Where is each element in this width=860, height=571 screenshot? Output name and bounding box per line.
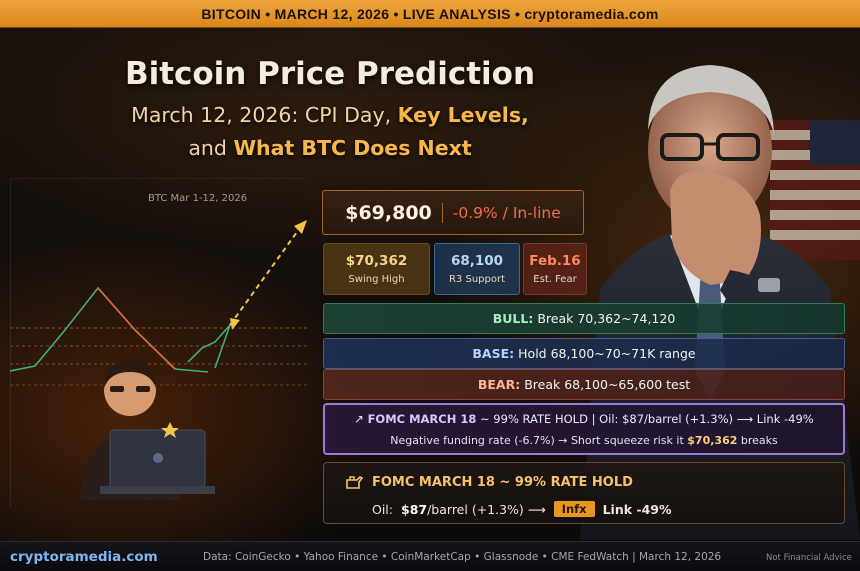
stat-r3-support: 68,100 R3 Support xyxy=(434,243,520,295)
subtitle-2-highlight: What BTC Does Next xyxy=(233,136,472,160)
fomc-line-2-post: breaks xyxy=(740,434,778,447)
stat-value: $70,362 xyxy=(345,253,408,269)
subtitle-1-highlight: Key Levels, xyxy=(397,103,529,127)
scenario-base: BASE: Hold 68,100~70~71K range xyxy=(323,338,845,369)
footer-brand-link[interactable]: cryptoramedia.com xyxy=(10,549,158,565)
price-line-recovery xyxy=(187,324,231,363)
stat-est-fear: Feb.16 Est. Fear xyxy=(523,243,587,295)
fomc-line-2: Negative funding rate (-6.7%) → Short sq… xyxy=(325,434,843,447)
scenario-key: BASE: xyxy=(472,346,515,361)
price-line-down xyxy=(97,287,176,370)
current-price: $69,800 xyxy=(345,201,432,224)
current-price-panel: $69,800 -0.9% / In-line xyxy=(322,190,584,235)
chart-label: BTC Mar 1-12, 2026 xyxy=(148,193,248,204)
chart-frame xyxy=(10,178,305,508)
price-divider xyxy=(441,202,443,223)
oil-label: Oil: xyxy=(372,501,393,517)
oil-value: $87 xyxy=(401,501,428,517)
scenario-key: BEAR: xyxy=(477,377,521,392)
fomc-highlight-box: ↗ FOMC MARCH 18 ~ 99% RATE HOLD | Oil: $… xyxy=(323,403,845,455)
stat-value: 68,100 xyxy=(450,253,504,269)
scenario-bull: BULL: Break 70,362~74,120 xyxy=(323,303,845,334)
price-change: -0.9% / In-line xyxy=(452,203,561,222)
projection-arrowhead xyxy=(294,220,307,234)
mid-arrowhead xyxy=(230,318,240,330)
stat-swing-high: $70,362 Swing High xyxy=(323,243,430,295)
fomc-line-1: ↗ FOMC MARCH 18 ~ 99% RATE HOLD | Oil: $… xyxy=(325,412,843,426)
trend-icon: ↗ xyxy=(354,412,368,426)
oil-can-icon xyxy=(346,476,364,489)
scenario-key: BULL: xyxy=(492,311,534,326)
american-flag-illustration xyxy=(770,120,860,260)
subtitle-line-2: and What BTC Does Next xyxy=(0,136,660,160)
fomc-card-oil-row: Oil: $87/barrel (+1.3%) ⟶ Infx Link -49% xyxy=(372,499,692,519)
fomc-line-2-highlight: $70,362 xyxy=(687,434,738,447)
analyst-illustration xyxy=(80,360,215,500)
stat-label: R3 Support xyxy=(448,274,506,285)
subtitle-1-text: March 12, 2026: CPI Day, xyxy=(131,103,398,127)
subtitle-line-1: March 12, 2026: CPI Day, Key Levels, xyxy=(0,103,660,127)
stat-label: Swing High xyxy=(348,274,405,285)
banner-text: BITCOIN • MARCH 12, 2026 • LIVE ANALYSIS… xyxy=(201,5,659,22)
scenario-text: Break 68,100~65,600 test xyxy=(524,377,691,392)
page-title: Bitcoin Price Prediction xyxy=(124,56,536,92)
stat-label: Est. Fear xyxy=(533,274,577,285)
scenario-text: Break 70,362~74,120 xyxy=(537,311,676,326)
scenario-text: Hold 68,100~70~71K range xyxy=(518,346,696,361)
fomc-key: FOMC MARCH 18 xyxy=(367,412,477,426)
oil-rest: /barrel (+1.3%) ⟶ xyxy=(427,501,546,517)
projection-arrow xyxy=(229,224,303,326)
fomc-line-1-rest: ~ 99% RATE HOLD | Oil: $87/barrel (+1.3%… xyxy=(480,412,814,426)
footer-disclaimer: Not Financial Advice xyxy=(766,553,852,563)
stat-value: Feb.16 xyxy=(529,253,581,269)
fomc-line-2-pre: Negative funding rate (-6.7%) → Short sq… xyxy=(390,434,684,447)
footer: cryptoramedia.com Data: CoinGecko • Yaho… xyxy=(0,541,860,571)
subtitle-2-text: and xyxy=(188,136,234,160)
footer-sources: Data: CoinGecko • Yahoo Finance • CoinMa… xyxy=(203,551,722,563)
fomc-card: FOMC MARCH 18 ~ 99% RATE HOLD Oil: $87/ba… xyxy=(323,462,845,524)
link-change: Link -49% xyxy=(602,501,672,517)
scenario-bear: BEAR: Break 68,100~65,600 test xyxy=(323,369,845,400)
top-banner: BITCOIN • MARCH 12, 2026 • LIVE ANALYSIS… xyxy=(0,0,860,28)
price-chart xyxy=(10,220,310,500)
infx-badge: Infx xyxy=(553,501,595,517)
fomc-card-title: FOMC MARCH 18 ~ 99% RATE HOLD xyxy=(372,475,633,490)
